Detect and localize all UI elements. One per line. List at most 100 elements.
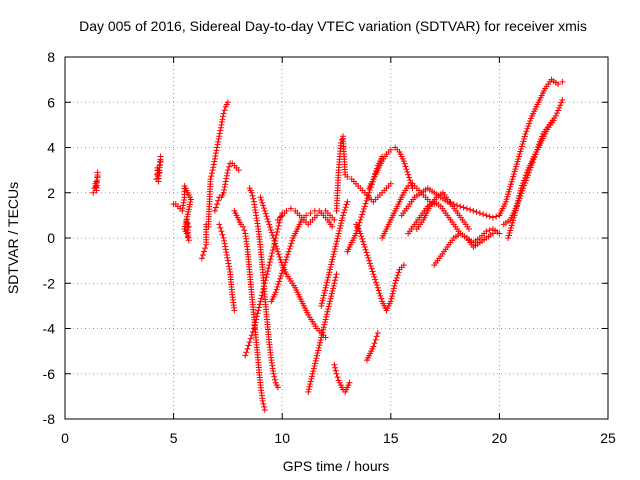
data-point-interp (521, 174, 528, 181)
data-point (183, 216, 190, 223)
data-point (207, 176, 214, 183)
data-point-interp (279, 267, 286, 274)
data-point-interp (326, 269, 333, 276)
data-point-interp (507, 224, 514, 231)
data-point (274, 248, 281, 255)
x-tick-label: 10 (274, 430, 290, 446)
data-point-interp (333, 238, 340, 245)
data-point-interp (214, 141, 221, 148)
data-point-interp (261, 403, 268, 410)
data-point-interp (305, 386, 312, 393)
data-point-interp (518, 146, 525, 153)
data-point (370, 271, 377, 278)
data-point (244, 345, 251, 352)
data-point-interp (362, 246, 369, 253)
data-point-interp (219, 231, 226, 238)
data-point-interp (336, 225, 343, 232)
data-point (509, 176, 516, 183)
data-point (463, 205, 470, 212)
data-point (305, 388, 312, 395)
data-point-interp (211, 158, 218, 165)
data-point (216, 221, 223, 228)
data-point-interp (282, 259, 289, 266)
data-point-interp (334, 235, 341, 242)
data-point (457, 203, 464, 210)
data-point-interp (523, 169, 530, 176)
data-point-interp (273, 243, 280, 250)
data-point-interp (369, 268, 376, 275)
data-point (318, 302, 325, 309)
data-point-interp (258, 295, 265, 302)
data-point-interp (338, 220, 345, 227)
data-point-interp (390, 288, 397, 295)
data-point-interp (528, 115, 535, 122)
data-point-interp (276, 278, 283, 285)
data-point-interp (371, 340, 378, 347)
data-point-interp (256, 301, 263, 308)
data-point-interp (332, 364, 339, 371)
data-point-interp (210, 161, 217, 168)
data-point-interp (358, 214, 365, 221)
data-point-interp (318, 300, 325, 307)
data-point (307, 210, 314, 217)
data-point (346, 379, 353, 386)
data-point (515, 153, 522, 160)
data-point-interp (516, 151, 523, 158)
data-point-interp (506, 229, 513, 236)
data-point-interp (312, 357, 319, 364)
data-point-interp (216, 130, 223, 137)
data-point (374, 330, 381, 337)
data-point-interp (505, 188, 512, 195)
data-point-interp (275, 251, 282, 258)
data-point (274, 225, 281, 232)
data-point (518, 185, 525, 192)
data-point-interp (366, 260, 373, 267)
data-point (218, 121, 225, 128)
data-point (322, 284, 329, 291)
data-point-interp (314, 350, 321, 357)
data-point-interp (338, 217, 345, 224)
data-point-interp (254, 310, 261, 317)
y-axis-label: SDTVAR / TECUs (5, 182, 21, 294)
data-point (224, 257, 231, 264)
data-point-interp (514, 158, 521, 165)
data-point-interp (555, 107, 562, 114)
data-point-interp (319, 329, 326, 336)
data-point-interp (286, 245, 293, 252)
data-point-interp (260, 205, 267, 212)
data-point (370, 343, 377, 350)
data-point (220, 110, 227, 117)
data-point-interp (219, 116, 226, 123)
data-point-interp (251, 322, 258, 329)
data-point-interp (360, 206, 367, 213)
data-point-interp (393, 274, 400, 281)
data-points (90, 76, 566, 413)
data-point-interp (323, 311, 330, 318)
data-point (326, 298, 333, 305)
data-point-interp (323, 279, 330, 286)
data-point-interp (317, 337, 324, 344)
data-point-interp (364, 195, 371, 202)
data-point-interp (316, 342, 323, 349)
data-point-interp (517, 148, 524, 155)
data-point-interp (315, 344, 322, 351)
data-point-interp (327, 295, 334, 302)
data-point (277, 275, 284, 282)
data-point-interp (208, 170, 215, 177)
data-point (263, 271, 270, 278)
data-point-interp (208, 173, 215, 180)
data-point (214, 201, 221, 208)
data-point-interp (510, 217, 517, 224)
data-point-interp (365, 192, 372, 199)
data-point (285, 248, 292, 255)
x-tick-label: 25 (600, 430, 616, 446)
y-tick-label: 2 (47, 185, 55, 201)
data-point-interp (317, 339, 324, 346)
data-point-interp (508, 178, 515, 185)
data-point-interp (486, 213, 493, 220)
data-point-interp (506, 186, 513, 193)
data-point (214, 144, 221, 151)
data-point-interp (507, 227, 514, 234)
data-point-interp (284, 251, 291, 258)
data-point-interp (322, 287, 329, 294)
